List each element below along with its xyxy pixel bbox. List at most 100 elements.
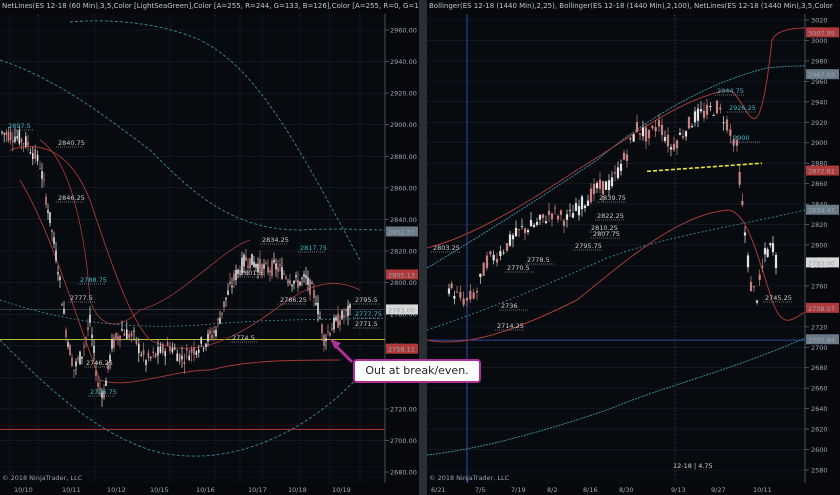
left-level-label: 2726.75 <box>90 388 117 396</box>
right-candle-body <box>553 207 557 209</box>
right-candle-body <box>729 129 732 136</box>
left-level-label: 2774.5 <box>232 334 255 342</box>
left-candle-body <box>135 337 138 344</box>
left-candle-body <box>277 267 279 272</box>
left-candle-body <box>65 330 67 337</box>
left-candle-body <box>22 143 25 145</box>
left-candle-body <box>69 345 71 356</box>
right-level-label: 2803.25 <box>433 244 460 252</box>
left-copyright: © 2018 NinjaTrader, LLC <box>2 474 83 482</box>
left-chart-panel[interactable]: NetLines(ES 12-18 (60 Min),3,5,Color [Li… <box>0 0 419 495</box>
left-candle-body <box>115 333 117 339</box>
left-candle-body <box>77 358 79 360</box>
right-candle-body <box>565 214 569 220</box>
left-candle-body <box>183 361 186 365</box>
right-xtick-label: 8/2 <box>547 486 557 494</box>
right-level-label: 2736 <box>501 302 518 310</box>
left-xtick-label: 10/19 <box>332 486 351 494</box>
right-candle-body <box>550 213 554 220</box>
left-candle-body <box>5 132 8 136</box>
right-crosshair-readout: 12-18 | 4.75 <box>673 462 713 470</box>
left-candle-body <box>71 357 73 367</box>
right-candle-body <box>725 119 729 131</box>
right-candle-body <box>715 100 719 113</box>
left-candle-body <box>253 261 255 267</box>
left-xtick-label: 10/15 <box>150 486 169 494</box>
left-candle-body <box>47 210 49 213</box>
left-candle-body <box>59 276 61 281</box>
left-candle-body <box>190 348 193 353</box>
right-ytick-label: 2640 <box>811 405 828 413</box>
right-candle-body <box>625 154 629 161</box>
right-candle-body <box>523 228 527 234</box>
right-level-label: 2807.75 <box>593 230 620 238</box>
left-candle-body <box>1 131 3 133</box>
right-candle-body <box>544 221 548 224</box>
right-chart-panel[interactable]: Bollinger(ES 12-18 (1440 Min),2,25), Bol… <box>427 0 840 495</box>
left-candle-body <box>233 273 235 281</box>
left-candle-body <box>107 362 109 370</box>
left-candle-body <box>49 212 51 224</box>
left-candle-body <box>323 335 325 346</box>
left-candle-body <box>81 356 83 359</box>
left-price-tag <box>386 343 418 354</box>
right-candle-body <box>505 243 509 251</box>
left-candle-body <box>257 263 259 273</box>
right-price-chart[interactable]: 3020 3000 2980 2960 2940 2920 2900 2880 2860 2840… <box>427 0 840 495</box>
right-chart-indicator-header: Bollinger(ES 12-18 (1440 Min),2,25), Bol… <box>429 2 833 10</box>
left-candle-body <box>255 264 257 268</box>
right-ytick-label: 2920 <box>811 119 828 127</box>
left-ytick-label: 2860.00 <box>390 184 417 192</box>
right-price-tag-label: 2872.81 <box>808 168 835 176</box>
left-ytick-label: 2680.00 <box>390 469 417 477</box>
right-candle-body <box>508 234 512 246</box>
left-candle-body <box>188 355 190 361</box>
right-candle-body <box>684 131 688 137</box>
right-candle-body <box>632 134 635 142</box>
left-candle-body <box>39 167 41 169</box>
right-candle-body <box>705 104 709 115</box>
right-candle-body <box>702 110 706 118</box>
right-candle-body <box>485 255 489 269</box>
left-ytick-label: 2780.00 <box>390 311 417 319</box>
left-candle-body <box>16 136 18 139</box>
left-candle-body <box>75 361 77 367</box>
left-candle-body <box>297 279 299 288</box>
left-candle-body <box>51 229 53 233</box>
left-chart-indicator-header: NetLines(ES 12-18 (60 Min),3,5,Color [Li… <box>2 2 419 10</box>
right-level-label: 2778.5 <box>527 256 550 264</box>
left-candle-body <box>99 387 101 389</box>
panel-splitter[interactable] <box>419 0 427 495</box>
left-level-label: 2795.5 <box>355 296 378 304</box>
left-xtick-label: 10/16 <box>196 486 215 494</box>
left-candle-body <box>123 333 126 336</box>
right-xtick-label: 7/5 <box>475 486 485 494</box>
right-candle-body <box>532 224 536 227</box>
right-ytick-label: 2680 <box>811 364 828 372</box>
right-price-tag-label: 2707.84 <box>808 336 835 344</box>
right-ytick-label: 3000 <box>811 37 828 45</box>
left-candle-body <box>279 264 281 267</box>
left-candle-body <box>128 334 130 339</box>
left-candle-body <box>97 382 99 387</box>
left-ytick-label: 2840.00 <box>390 216 417 224</box>
left-candle-body <box>45 196 47 205</box>
right-xtick-label: 8/16 <box>583 486 598 494</box>
right-candle-body <box>666 134 670 147</box>
left-price-chart[interactable]: 2960.00 2940.00 2920.00 2900.00 2880.00 2860.… <box>0 0 419 495</box>
right-candle-body <box>657 120 661 127</box>
left-plot-area <box>0 14 385 483</box>
left-candle-body <box>263 264 265 269</box>
right-price-tag-label: 3007.95 <box>808 29 835 37</box>
right-candle-body <box>562 220 566 226</box>
left-candle-body <box>14 136 16 142</box>
left-candle-body <box>235 270 237 280</box>
left-level-label: 2746.25 <box>86 359 113 367</box>
right-price-tag <box>806 165 839 176</box>
left-candle-body <box>164 351 166 356</box>
right-candle-body <box>766 249 769 257</box>
left-level-label: 2840.75 <box>58 139 85 147</box>
left-red-band-inner <box>39 139 251 325</box>
left-candle-body <box>287 281 289 283</box>
right-candle-body <box>638 133 642 135</box>
